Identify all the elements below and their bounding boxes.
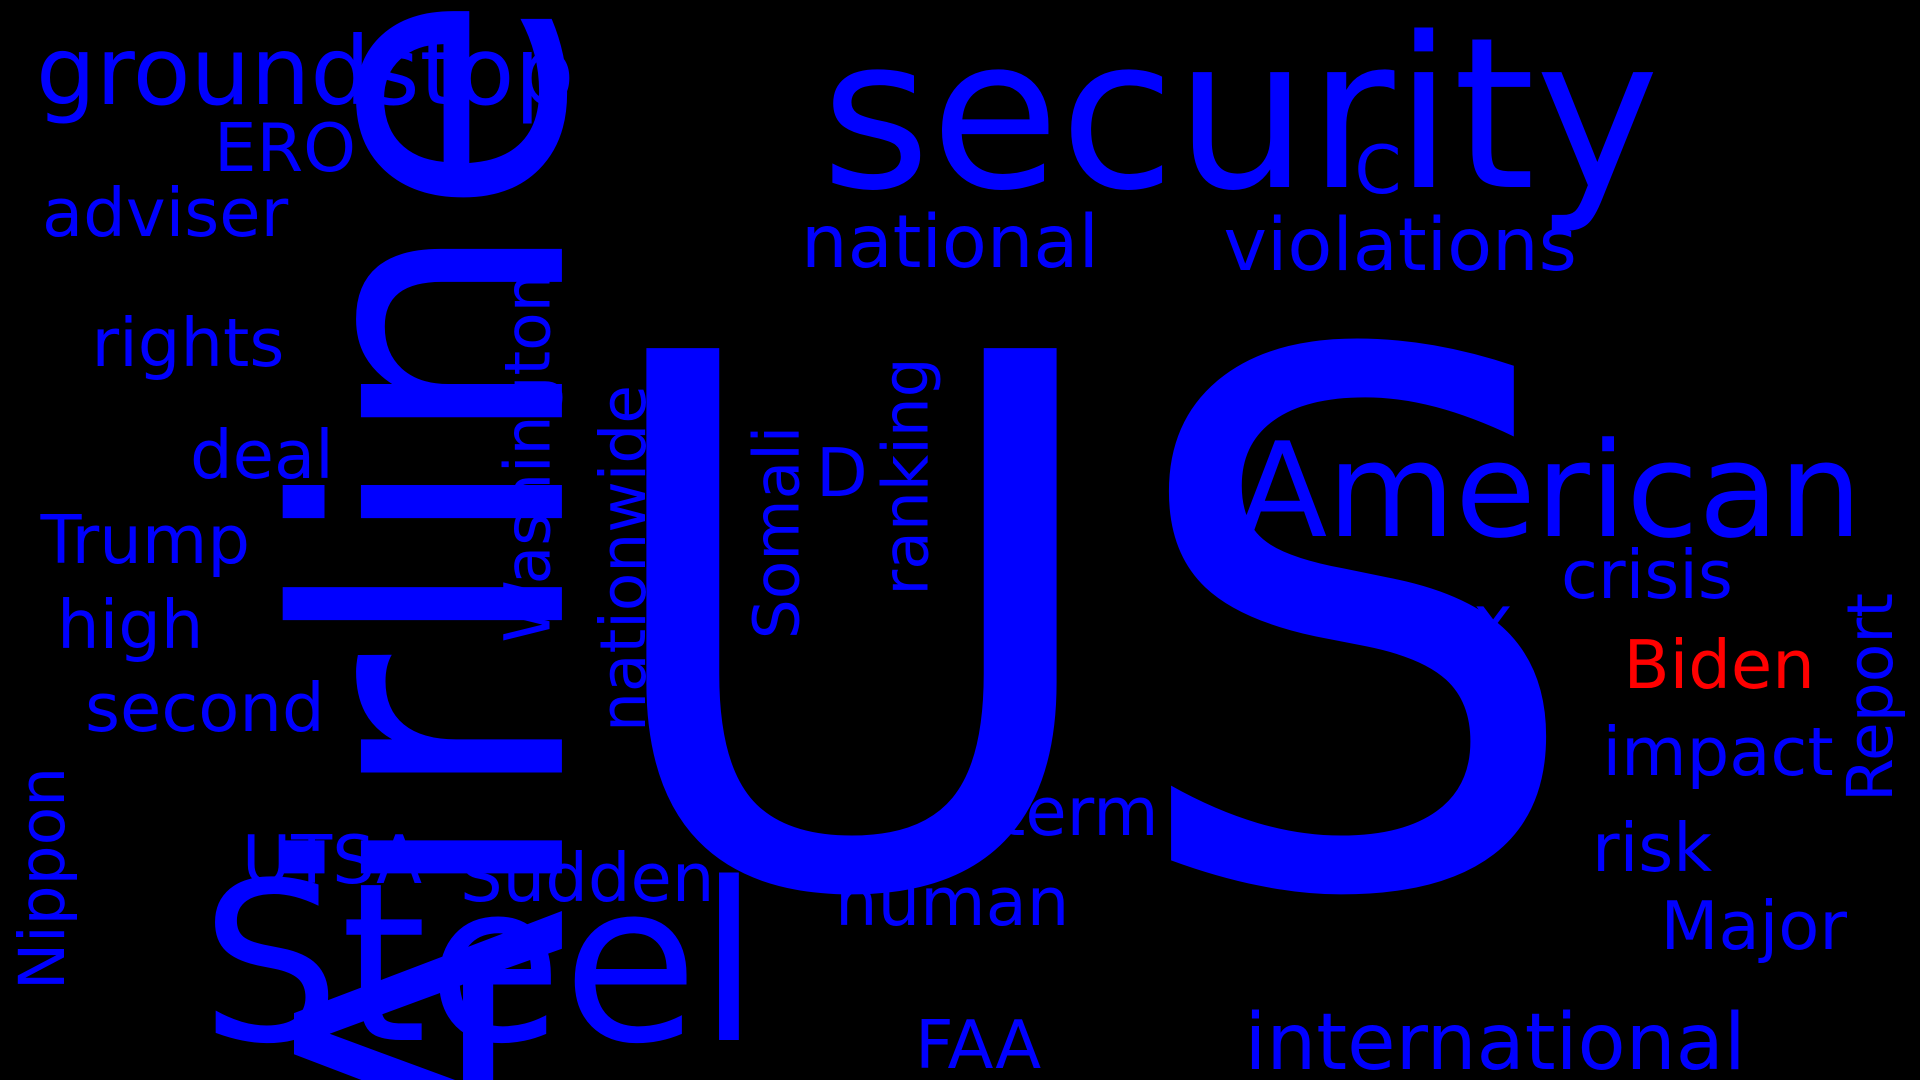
word-steel: Steel <box>200 835 760 1080</box>
word-ex: ex <box>1433 580 1513 659</box>
word-d: D <box>816 433 868 512</box>
word-security: security <box>821 0 1660 237</box>
word-ranking: ranking <box>869 356 943 596</box>
word-ero: ERO <box>214 108 357 187</box>
word-second: second <box>85 668 325 747</box>
word-utsa: UTSA <box>242 820 423 899</box>
word-deal: deal <box>190 415 334 494</box>
word-rights: rights <box>91 303 285 382</box>
word-us: US <box>582 202 1588 1058</box>
word-national: national <box>801 200 1099 285</box>
word-term: term <box>999 772 1159 851</box>
word-violations: violations <box>1223 203 1577 288</box>
word-international: international <box>1244 995 1746 1080</box>
word-major: Major <box>1660 886 1848 965</box>
word-faa: FAA <box>915 1005 1042 1080</box>
word-c: C <box>1354 130 1402 209</box>
word-high: high <box>57 585 204 664</box>
word-adviser: adviser <box>42 173 289 252</box>
word-report: Report <box>1833 592 1907 802</box>
word-risk: risk <box>1592 808 1713 887</box>
word-somali: Somali <box>740 425 814 639</box>
word-sudden: Sudden <box>460 838 715 917</box>
word-crisis: crisis <box>1561 535 1733 614</box>
word-nippon: Nippon <box>5 766 79 990</box>
word-human: human <box>835 862 1070 941</box>
word-american: American <box>1237 413 1863 567</box>
word-trump: Trump <box>40 500 250 579</box>
word-washington: Washington <box>491 271 565 643</box>
word-impact: impact <box>1602 712 1834 791</box>
word-groundstop: groundstop <box>36 16 575 127</box>
word-nationwide: nationwide <box>586 384 660 732</box>
word-biden: Biden <box>1623 625 1815 704</box>
